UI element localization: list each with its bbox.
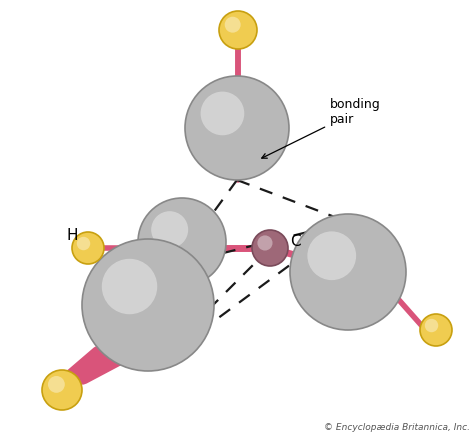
Circle shape (102, 259, 157, 314)
Circle shape (425, 319, 438, 332)
Circle shape (77, 237, 90, 250)
Circle shape (290, 214, 406, 330)
Circle shape (42, 370, 82, 410)
Circle shape (138, 198, 226, 286)
Circle shape (82, 239, 214, 371)
Circle shape (252, 230, 288, 266)
Text: bonding
pair: bonding pair (262, 98, 381, 158)
Circle shape (420, 314, 452, 346)
Circle shape (48, 376, 65, 393)
Circle shape (308, 231, 356, 280)
Circle shape (219, 11, 257, 49)
Circle shape (201, 92, 244, 135)
Circle shape (151, 211, 188, 248)
Text: © Encyclopædia Britannica, Inc.: © Encyclopædia Britannica, Inc. (324, 423, 470, 432)
Circle shape (257, 235, 273, 251)
Circle shape (72, 232, 104, 264)
Circle shape (225, 17, 241, 33)
Circle shape (185, 76, 289, 180)
Text: C: C (290, 234, 301, 250)
Text: H: H (67, 227, 79, 243)
